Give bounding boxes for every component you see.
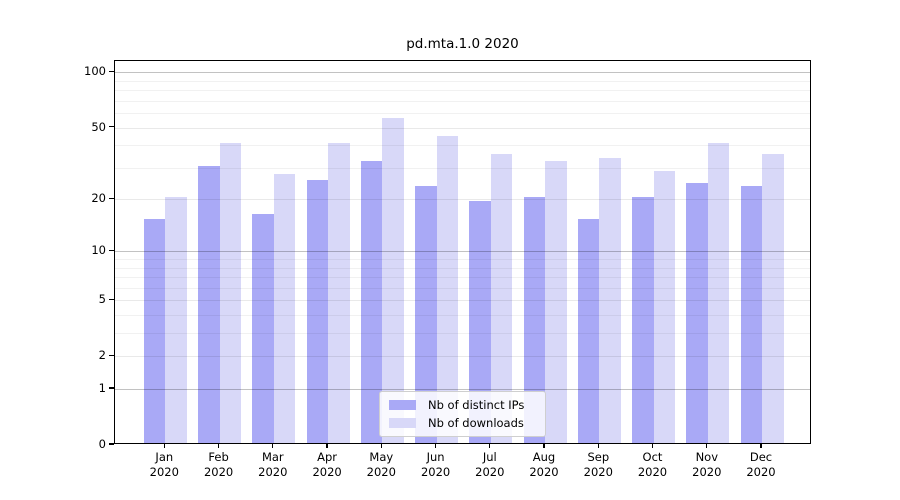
x-tick-mark-dec [760,444,762,448]
grid-line-9 [115,259,810,261]
x-tick-label-may: May 2020 [366,450,396,479]
x-tick-label-apr: Apr 2020 [312,450,342,479]
legend: Nb of distinct IPs Nb of downloads [379,391,546,437]
x-tick-label-dec: Dec 2020 [746,450,776,479]
y-tick-label-1: 1 [98,381,106,395]
legend-label-downloads: Nb of downloads [428,415,524,430]
legend-swatch-downloads [389,418,416,428]
bar-downloads-mar [273,174,296,443]
grid-line-3 [115,333,810,335]
grid-line-40 [115,145,810,147]
grid-line-5 [115,300,810,302]
x-tick-label-jan: Jan 2020 [149,450,179,479]
bar-distinct-ips-may [360,160,383,443]
chart-title: pd.mta.1.0 2020 [406,36,519,52]
bar-downloads-may [382,118,404,443]
bar-distinct-ips-feb [198,165,220,443]
bar-downloads-jul [490,153,513,443]
grid-line-4 [115,315,810,317]
grid-line-1 [115,389,810,390]
grid-line-70 [115,100,810,102]
x-tick-label-mar: Mar 2020 [258,450,288,479]
bar-downloads-feb [219,143,242,443]
plot-area [114,60,811,444]
y-tick-mark-5 [109,298,114,300]
bar-distinct-ips-jun [415,186,437,443]
grid-line-6 [115,287,810,289]
x-tick-label-aug: Aug 2020 [529,450,559,479]
bar-distinct-ips-mar [252,214,274,443]
bar-distinct-ips-nov [686,183,708,443]
bar-distinct-ips-dec [740,186,763,443]
grid-layer [115,61,810,443]
y-tick-label-100: 100 [84,64,106,79]
x-tick-mark-aug [543,444,545,448]
grid-line-10 [115,251,810,253]
y-tick-label-0: 0 [98,437,106,451]
y-tick-mark-1 [109,387,114,389]
x-tick-mark-oct [651,444,654,448]
bar-distinct-ips-aug [523,197,546,443]
x-tick-label-jun: Jun 2020 [420,450,451,479]
y-tick-mark-100 [109,70,114,72]
bar-distinct-ips-apr [306,180,329,443]
y-tick-label-50: 50 [91,119,106,134]
legend-item-downloads: Nb of downloads [389,415,536,430]
y-tick-label-20: 20 [91,191,106,206]
y-tick-mark-20 [109,197,114,199]
bar-downloads-oct [653,171,676,443]
bar-distinct-ips-sep [577,219,600,443]
grid-line-8 [115,267,810,269]
legend-item-distinct-ips: Nb of distinct IPs [389,397,536,412]
x-tick-mark-may [380,444,382,448]
y-tick-mark-0 [109,443,114,445]
bar-downloads-jun [436,135,459,443]
grid-line-50 [115,127,810,129]
x-tick-label-oct: Oct 2020 [637,450,668,479]
x-tick-label-sep: Sep 2020 [583,450,613,479]
x-tick-mark-jun [434,444,437,448]
grid-line-20 [115,199,810,201]
x-tick-label-jul: Jul 2020 [475,450,505,479]
grid-line-100 [115,72,810,74]
grid-line-90 [115,80,810,82]
x-tick-mark-jul [489,444,491,448]
bar-downloads-dec [762,153,784,443]
bars-layer [115,61,810,443]
grid-line-80 [115,90,810,92]
x-tick-mark-mar [272,444,274,448]
x-tick-mark-jan [163,444,165,448]
bar-distinct-ips-oct [632,197,654,443]
bar-downloads-aug [545,160,567,443]
legend-swatch-distinct-ips [389,400,416,410]
bar-distinct-ips-jul [469,201,491,443]
y-tick-mark-2 [109,354,114,356]
x-tick-mark-feb [218,444,220,448]
x-tick-label-feb: Feb 2020 [203,450,234,479]
grid-line-60 [115,113,810,115]
x-tick-mark-nov [706,444,708,448]
y-tick-label-5: 5 [98,292,106,307]
bar-downloads-sep [599,158,621,443]
grid-line-7 [115,277,810,279]
y-tick-mark-10 [109,249,114,251]
y-tick-label-10: 10 [91,243,106,258]
grid-line-30 [115,167,810,169]
y-tick-label-2: 2 [98,348,106,363]
y-tick-mark-50 [109,126,114,128]
bar-downloads-nov [707,143,730,443]
x-tick-mark-sep [597,444,599,448]
x-tick-mark-apr [326,444,328,448]
legend-label-distinct-ips: Nb of distinct IPs [428,397,525,412]
bar-downloads-jan [165,197,187,443]
bar-downloads-apr [328,143,350,443]
bar-distinct-ips-jan [143,219,166,443]
grid-line-2 [115,356,810,358]
x-tick-label-nov: Nov 2020 [692,450,722,479]
